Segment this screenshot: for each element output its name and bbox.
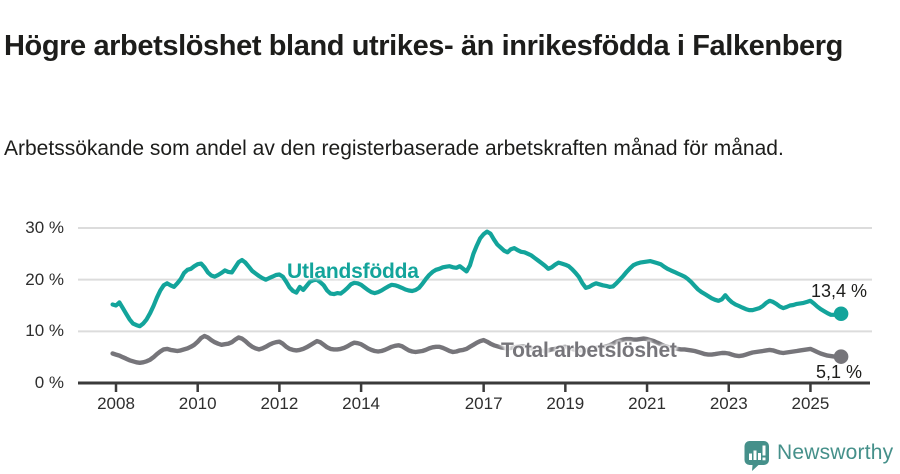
series-label-utlandsfodda: Utlandsfödda [287, 260, 419, 283]
x-axis-label-2010: 2010 [178, 394, 217, 413]
y-axis-label-20: 20 % [25, 269, 64, 289]
y-axis-label-0: 0 % [34, 373, 64, 392]
x-axis-label-2021: 2021 [628, 394, 666, 413]
x-axis-label-2014: 2014 [342, 394, 380, 413]
end-value-label-total: 5,1 % [815, 362, 862, 382]
x-axis-label-2019: 2019 [546, 394, 585, 413]
y-axis-label-30: 30 % [25, 217, 64, 237]
series-line-utlandsfodda [110, 229, 844, 329]
brand-footer: Newsworthy [744, 441, 893, 471]
x-axis-label-2017: 2017 [464, 394, 503, 413]
y-axis-label-10: 10 % [25, 321, 64, 341]
end-value-label-utlandsfodda: 13,4 % [810, 281, 867, 301]
series-line-total-arbetsloshet [110, 333, 844, 365]
brand-name: Newsworthy [777, 441, 894, 464]
series-label-total-arbetsloshet: Total arbetslöshet [501, 339, 677, 362]
newsworthy-logo-icon [744, 441, 769, 471]
x-axis-label-2008: 2008 [97, 394, 135, 413]
x-axis-label-2025: 2025 [791, 394, 830, 413]
series-end-dot-total-arbetsloshet [833, 349, 849, 364]
page-subtitle: Arbetssökande som andel av den registerb… [4, 137, 784, 160]
x-axis-label-2012: 2012 [260, 394, 299, 413]
page-title: Högre arbetslöshet bland utrikes- än inr… [4, 30, 843, 63]
x-axis-label-2023: 2023 [709, 394, 748, 413]
series-end-dot-utlandsfodda [833, 306, 849, 322]
